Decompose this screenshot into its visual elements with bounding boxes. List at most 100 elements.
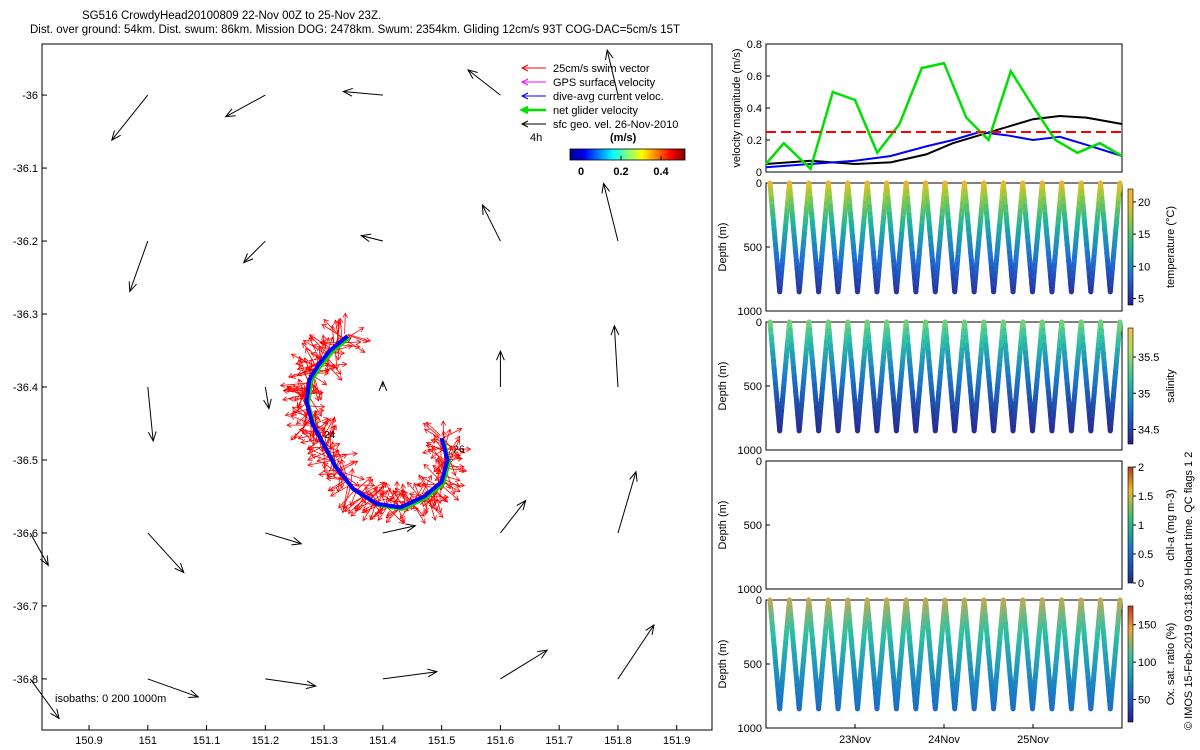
swim-vector bbox=[360, 478, 374, 494]
map-xtick-label: 150.9 bbox=[75, 735, 103, 747]
swim-vector bbox=[302, 339, 326, 355]
surface-velocity-arrow bbox=[147, 532, 185, 574]
map-xtick-label: 151.6 bbox=[487, 735, 515, 747]
panel-oxygen: Depth (m) 0 500 1000 50 100 150 Ox. sat. ratio … bbox=[717, 595, 1177, 746]
velocity-ytick-label: 0.8 bbox=[747, 39, 762, 51]
velocity-series-line bbox=[765, 130, 1123, 169]
dive-profiles bbox=[767, 597, 1123, 712]
colorbar-label: salinity bbox=[1165, 369, 1177, 403]
colorbar-tick-label: 35 bbox=[1138, 388, 1150, 400]
map-xtick-label: 151.7 bbox=[545, 735, 573, 747]
date-tick-label: 24Nov bbox=[928, 734, 960, 746]
swim-vector bbox=[309, 335, 330, 355]
surface-velocity-arrow bbox=[500, 649, 549, 680]
panel-ylabel: Depth (m) bbox=[717, 501, 729, 550]
swim-vector bbox=[338, 488, 356, 509]
surface-velocity-arrow bbox=[481, 203, 501, 242]
depth-tick-label: 0 bbox=[756, 456, 762, 468]
swim-vector bbox=[441, 427, 463, 440]
swim-vector bbox=[313, 375, 323, 401]
colorbar-tick-label: 5 bbox=[1138, 294, 1144, 306]
swim-vector bbox=[323, 360, 343, 381]
legend-label: sfc geo. vel. 26-Nov-2010 bbox=[553, 119, 678, 131]
panel-velocity: velocity magnitude (m/s) 0 0.2 0.4 0.6 0.8 bbox=[731, 39, 1123, 179]
surface-velocity-arrow bbox=[496, 349, 505, 387]
colorbar-tick-label: 50 bbox=[1138, 695, 1150, 707]
swim-vector bbox=[300, 439, 319, 445]
swim-vector bbox=[387, 507, 405, 525]
swim-vector bbox=[444, 428, 452, 446]
panel-chl-a: Depth (m) 0 500 1000 0 0.5 1 1.5 2 chl-a (mg m-3) bbox=[717, 456, 1177, 596]
legend-label: 25cm/s swim vector bbox=[553, 63, 650, 75]
swim-vector bbox=[422, 422, 440, 437]
surface-velocity-arrow bbox=[617, 623, 655, 680]
depth-tick-label: 500 bbox=[744, 520, 762, 532]
dive-profiles bbox=[767, 319, 1123, 434]
swim-vector bbox=[304, 430, 321, 443]
depth-tick-label: 1000 bbox=[738, 445, 762, 457]
swim-vector bbox=[326, 473, 345, 480]
colorbar-label: temperature (°C) bbox=[1165, 206, 1177, 288]
map-legend: 25cm/s swim vector GPS surface velocity di… bbox=[519, 63, 678, 131]
depth-tick-label: 0 bbox=[756, 317, 762, 329]
swim-vector bbox=[286, 422, 312, 428]
isobaths-label: isobaths: 0 200 1000m bbox=[55, 693, 166, 705]
panel-colorbar: 5 10 15 20 temperature (°C) bbox=[1127, 188, 1177, 306]
swim-vector bbox=[364, 486, 381, 505]
panel-salinity: Depth (m) 0 500 1000 34.5 35 35.5 salinity bbox=[717, 317, 1177, 457]
swim-vector bbox=[290, 353, 315, 367]
surface-velocity-arrow bbox=[360, 233, 383, 243]
surface-velocity-arrow bbox=[265, 532, 303, 546]
swim-vector bbox=[319, 338, 326, 360]
colorbar-tick-label: 0.5 bbox=[1138, 549, 1153, 561]
date-tick-label: 25Nov bbox=[1017, 734, 1049, 746]
colorbar-tick-label: 0.4 bbox=[653, 166, 669, 178]
velocity-series-line bbox=[765, 114, 1123, 166]
surface-velocity-arrow bbox=[147, 678, 200, 698]
surface-velocity-arrow bbox=[467, 69, 501, 96]
swim-vector bbox=[318, 471, 341, 478]
map-xtick-label: 151.4 bbox=[369, 735, 397, 747]
surface-velocity-arrow bbox=[378, 380, 388, 392]
swim-vector bbox=[444, 439, 461, 460]
swim-vector bbox=[446, 471, 456, 496]
swim-vector bbox=[342, 312, 348, 334]
panel-colorbar: 0 0.5 1 1.5 2 chl-a (mg m-3) bbox=[1127, 462, 1177, 590]
panel-temperature: Depth (m) 0 500 1000 5 10 15 20 temperature (°C) bbox=[717, 178, 1177, 318]
panel-ylabel: velocity magnitude (m/s) bbox=[731, 48, 743, 167]
swim-vector bbox=[350, 498, 373, 517]
colorbar-tick-label: 0 bbox=[578, 166, 584, 178]
map-xtick-label: 151.2 bbox=[252, 735, 280, 747]
legend-entry: dive-avg current veloc. bbox=[520, 91, 664, 103]
depth-tick-label: 1000 bbox=[738, 723, 762, 735]
map-ytick-label: -36.8 bbox=[13, 674, 38, 686]
swim-vector bbox=[327, 336, 334, 352]
track-day-label: 24 bbox=[324, 430, 336, 441]
swim-vector bbox=[349, 467, 355, 485]
swim-vector bbox=[438, 443, 444, 467]
speed-colorbar bbox=[569, 148, 686, 161]
swim-vector bbox=[307, 446, 323, 455]
map-panel: 150.9 151 151.1 151.2 151.3 151.4 151.5 151.6 15… bbox=[13, 43, 713, 747]
swim-vector bbox=[427, 449, 447, 461]
map-xtick-label: 151.9 bbox=[663, 735, 691, 747]
swim-vector bbox=[292, 410, 307, 416]
swim-vector bbox=[307, 451, 327, 461]
velocity-ytick-label: 0 bbox=[756, 167, 762, 179]
surface-velocity-arrow bbox=[110, 94, 149, 142]
surface-velocity-arrow bbox=[242, 240, 266, 264]
velocity-ytick-label: 0.4 bbox=[747, 103, 762, 115]
swim-vector bbox=[333, 319, 340, 345]
swim-vector bbox=[310, 453, 333, 462]
colorbar-tick-label: 150 bbox=[1138, 620, 1156, 632]
date-tick-label: 23Nov bbox=[839, 734, 871, 746]
velocity-series-line bbox=[765, 61, 1123, 172]
map-xtick-label: 151.3 bbox=[310, 735, 338, 747]
panel-ylabel: Depth (m) bbox=[717, 223, 729, 272]
swim-vector bbox=[296, 405, 310, 417]
swim-vector bbox=[290, 414, 313, 425]
legend-label: dive-avg current veloc. bbox=[553, 91, 664, 103]
dive-profiles bbox=[767, 180, 1123, 295]
map-ytick-label: -36.5 bbox=[13, 455, 38, 467]
legend-entry: net glider velocity bbox=[519, 105, 638, 117]
